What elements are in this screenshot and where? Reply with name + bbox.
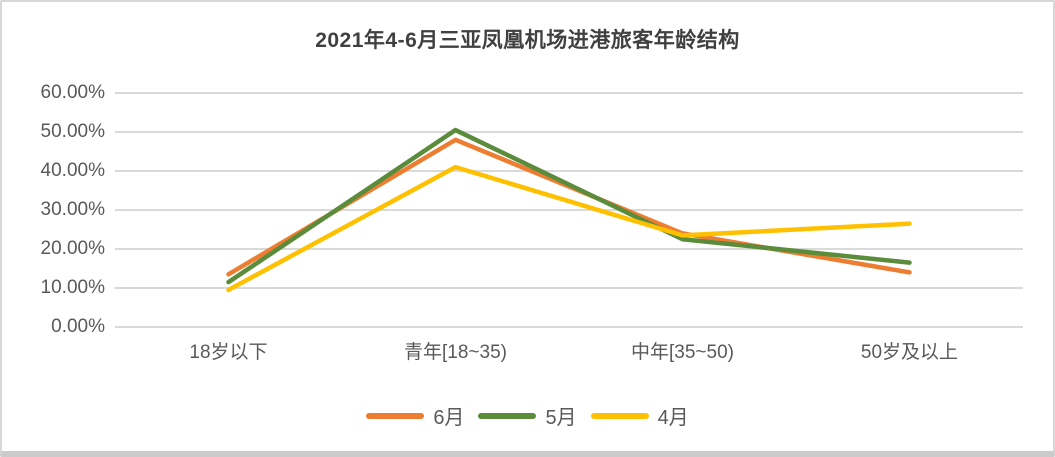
legend-line-swatch [366, 412, 425, 419]
legend-item-1: 5月 [478, 401, 577, 430]
legend-label: 5月 [545, 407, 577, 429]
chart-title: 2021年4-6月三亚凤凰机场进港旅客年龄结构 [315, 29, 740, 52]
legend-item-2: 4月 [590, 401, 689, 430]
legend-item-0: 6月 [366, 401, 464, 430]
x-category-label: 青年[18~35) [404, 342, 507, 363]
x-category-label: 18岁以下 [189, 342, 268, 363]
legend-line-swatch [590, 412, 649, 419]
x-category-label: 50岁及以上 [860, 342, 959, 363]
y-tick-label: 20.00% [40, 238, 105, 259]
legend-label: 4月 [657, 407, 689, 429]
y-tick-label: 10.00% [40, 277, 105, 298]
y-tick-label: 50.00% [40, 121, 105, 142]
y-tick-label: 60.00% [40, 82, 105, 103]
series-line-2 [226, 164, 912, 293]
x-category-label: 中年[35~50) [631, 342, 734, 363]
legend: 6月 5月 4月 [2, 401, 1053, 430]
y-tick-label: 30.00% [40, 199, 105, 220]
legend-line-swatch [478, 412, 537, 419]
y-tick-label: 0.00% [51, 316, 105, 337]
legend-label: 6月 [433, 407, 465, 429]
line-chart-canvas [115, 92, 1023, 328]
series-line-1 [226, 127, 912, 285]
y-tick-label: 40.00% [40, 160, 105, 181]
